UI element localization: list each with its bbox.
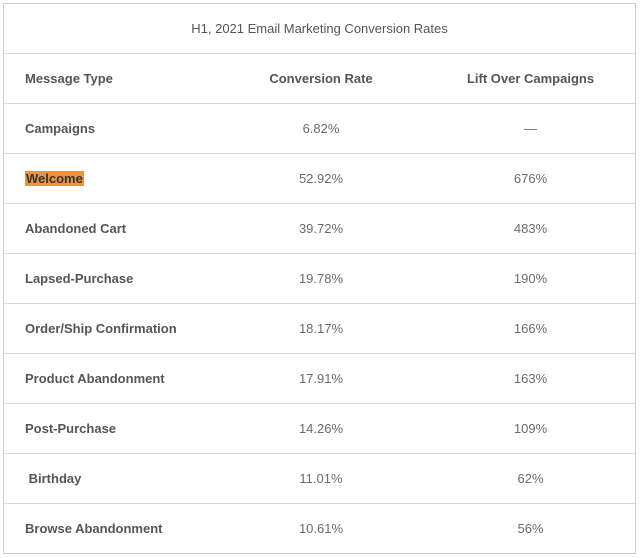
header-cell: Lift Over Campaigns — [426, 53, 636, 104]
table-cell: 166% — [426, 303, 636, 354]
cell-value: 39.72% — [298, 221, 344, 236]
header-row: Message Type Conversion Rate Lift Over Cam… — [4, 53, 636, 104]
message-type: Welcome — [25, 171, 84, 186]
cell-value: 190% — [513, 271, 548, 286]
table-cell: Campaigns — [4, 103, 216, 154]
title-row: H1, 2021 Email Marketing Conversion Rate… — [4, 4, 635, 54]
cell-value: 11.01% — [299, 471, 343, 486]
cell-value: 166% — [513, 321, 548, 336]
cell-value: 6.82% — [302, 121, 340, 136]
table-cell: 39.72% — [216, 203, 426, 254]
header-cell: Message Type — [4, 53, 216, 104]
cell-value: 163% — [513, 371, 548, 386]
table-title: H1, 2021 Email Marketing Conversion Rate… — [191, 21, 448, 36]
table-row: Order/Ship Confirmation 18.17% 166% — [4, 303, 636, 354]
message-type: Abandoned Cart — [25, 221, 127, 236]
message-type: Lapsed-Purchase — [25, 271, 134, 286]
cell-value: 62% — [517, 471, 544, 486]
table-row: Birthday 11.01% 62% — [4, 453, 636, 504]
cell-value: 18.17% — [298, 321, 344, 336]
table-cell: 163% — [426, 353, 636, 404]
table-cell: 109% — [426, 403, 636, 454]
table-cell: Product Abandonment — [4, 353, 216, 404]
table-head: H1, 2021 Email Marketing Conversion Rate… — [4, 4, 636, 104]
table-cell: Post-Purchase — [4, 403, 216, 454]
table-cell: 14.26% — [216, 403, 426, 454]
cell-value: 14.26% — [298, 421, 344, 436]
table-cell: Birthday — [4, 453, 216, 504]
table-cell: 18.17% — [216, 303, 426, 354]
cell-value: 52.92% — [298, 171, 344, 186]
table-cell: Browse Abandonment — [4, 503, 216, 553]
table-cell: 190% — [426, 253, 636, 304]
message-type: Product Abandonment — [25, 371, 165, 386]
table-row: Lapsed-Purchase 19.78% 190% — [4, 253, 636, 304]
table-container: H1, 2021 Email Marketing Conversion Rate… — [3, 3, 636, 554]
table-cell: 52.92% — [216, 153, 426, 204]
table-cell: 11.01% — [216, 453, 426, 504]
message-type: Post-Purchase — [25, 421, 117, 436]
table-cell: 62% — [426, 453, 636, 504]
message-type: Birthday — [25, 471, 82, 486]
cell-value: 483% — [513, 221, 548, 236]
message-type: Browse Abandonment — [25, 521, 163, 536]
cell-value: 56% — [517, 521, 544, 536]
header-cell: Conversion Rate — [216, 53, 426, 104]
cell-value: 109% — [513, 421, 548, 436]
cell-value: 19.78% — [298, 271, 344, 286]
table-cell: 56% — [426, 503, 636, 553]
table-cell: 483% — [426, 203, 636, 254]
table-cell: 17.91% — [216, 353, 426, 404]
cell-value: 17.91% — [298, 371, 344, 386]
table-cell: 10.61% — [216, 503, 426, 553]
table-body: Campaigns 6.82% — Welcome 52.92% 676% Abandone… — [4, 103, 636, 553]
table-cell: 19.78% — [216, 253, 426, 304]
conversion-table: H1, 2021 Email Marketing Conversion Rate… — [4, 4, 636, 553]
message-type: Order/Ship Confirmation — [25, 321, 177, 336]
cell-value: 10.61% — [298, 521, 344, 536]
table-cell: — — [426, 103, 636, 154]
table-cell: 676% — [426, 153, 636, 204]
table-cell: Abandoned Cart — [4, 203, 216, 254]
table-row: Product Abandonment 17.91% 163% — [4, 353, 636, 404]
table-row: Campaigns 6.82% — — [4, 103, 636, 154]
cell-value: 676% — [513, 171, 548, 186]
cell-value: — — [524, 121, 537, 136]
table-cell: Order/Ship Confirmation — [4, 303, 216, 354]
table-cell: Welcome — [4, 153, 216, 204]
table-row: Post-Purchase 14.26% 109% — [4, 403, 636, 454]
table-row: Welcome 52.92% 676% — [4, 153, 636, 204]
message-type: Campaigns — [25, 121, 96, 136]
table-row: Browse Abandonment 10.61% 56% — [4, 503, 636, 553]
table-cell: Lapsed-Purchase — [4, 253, 216, 304]
table-row: Abandoned Cart 39.72% 483% — [4, 203, 636, 254]
table-cell: 6.82% — [216, 103, 426, 154]
